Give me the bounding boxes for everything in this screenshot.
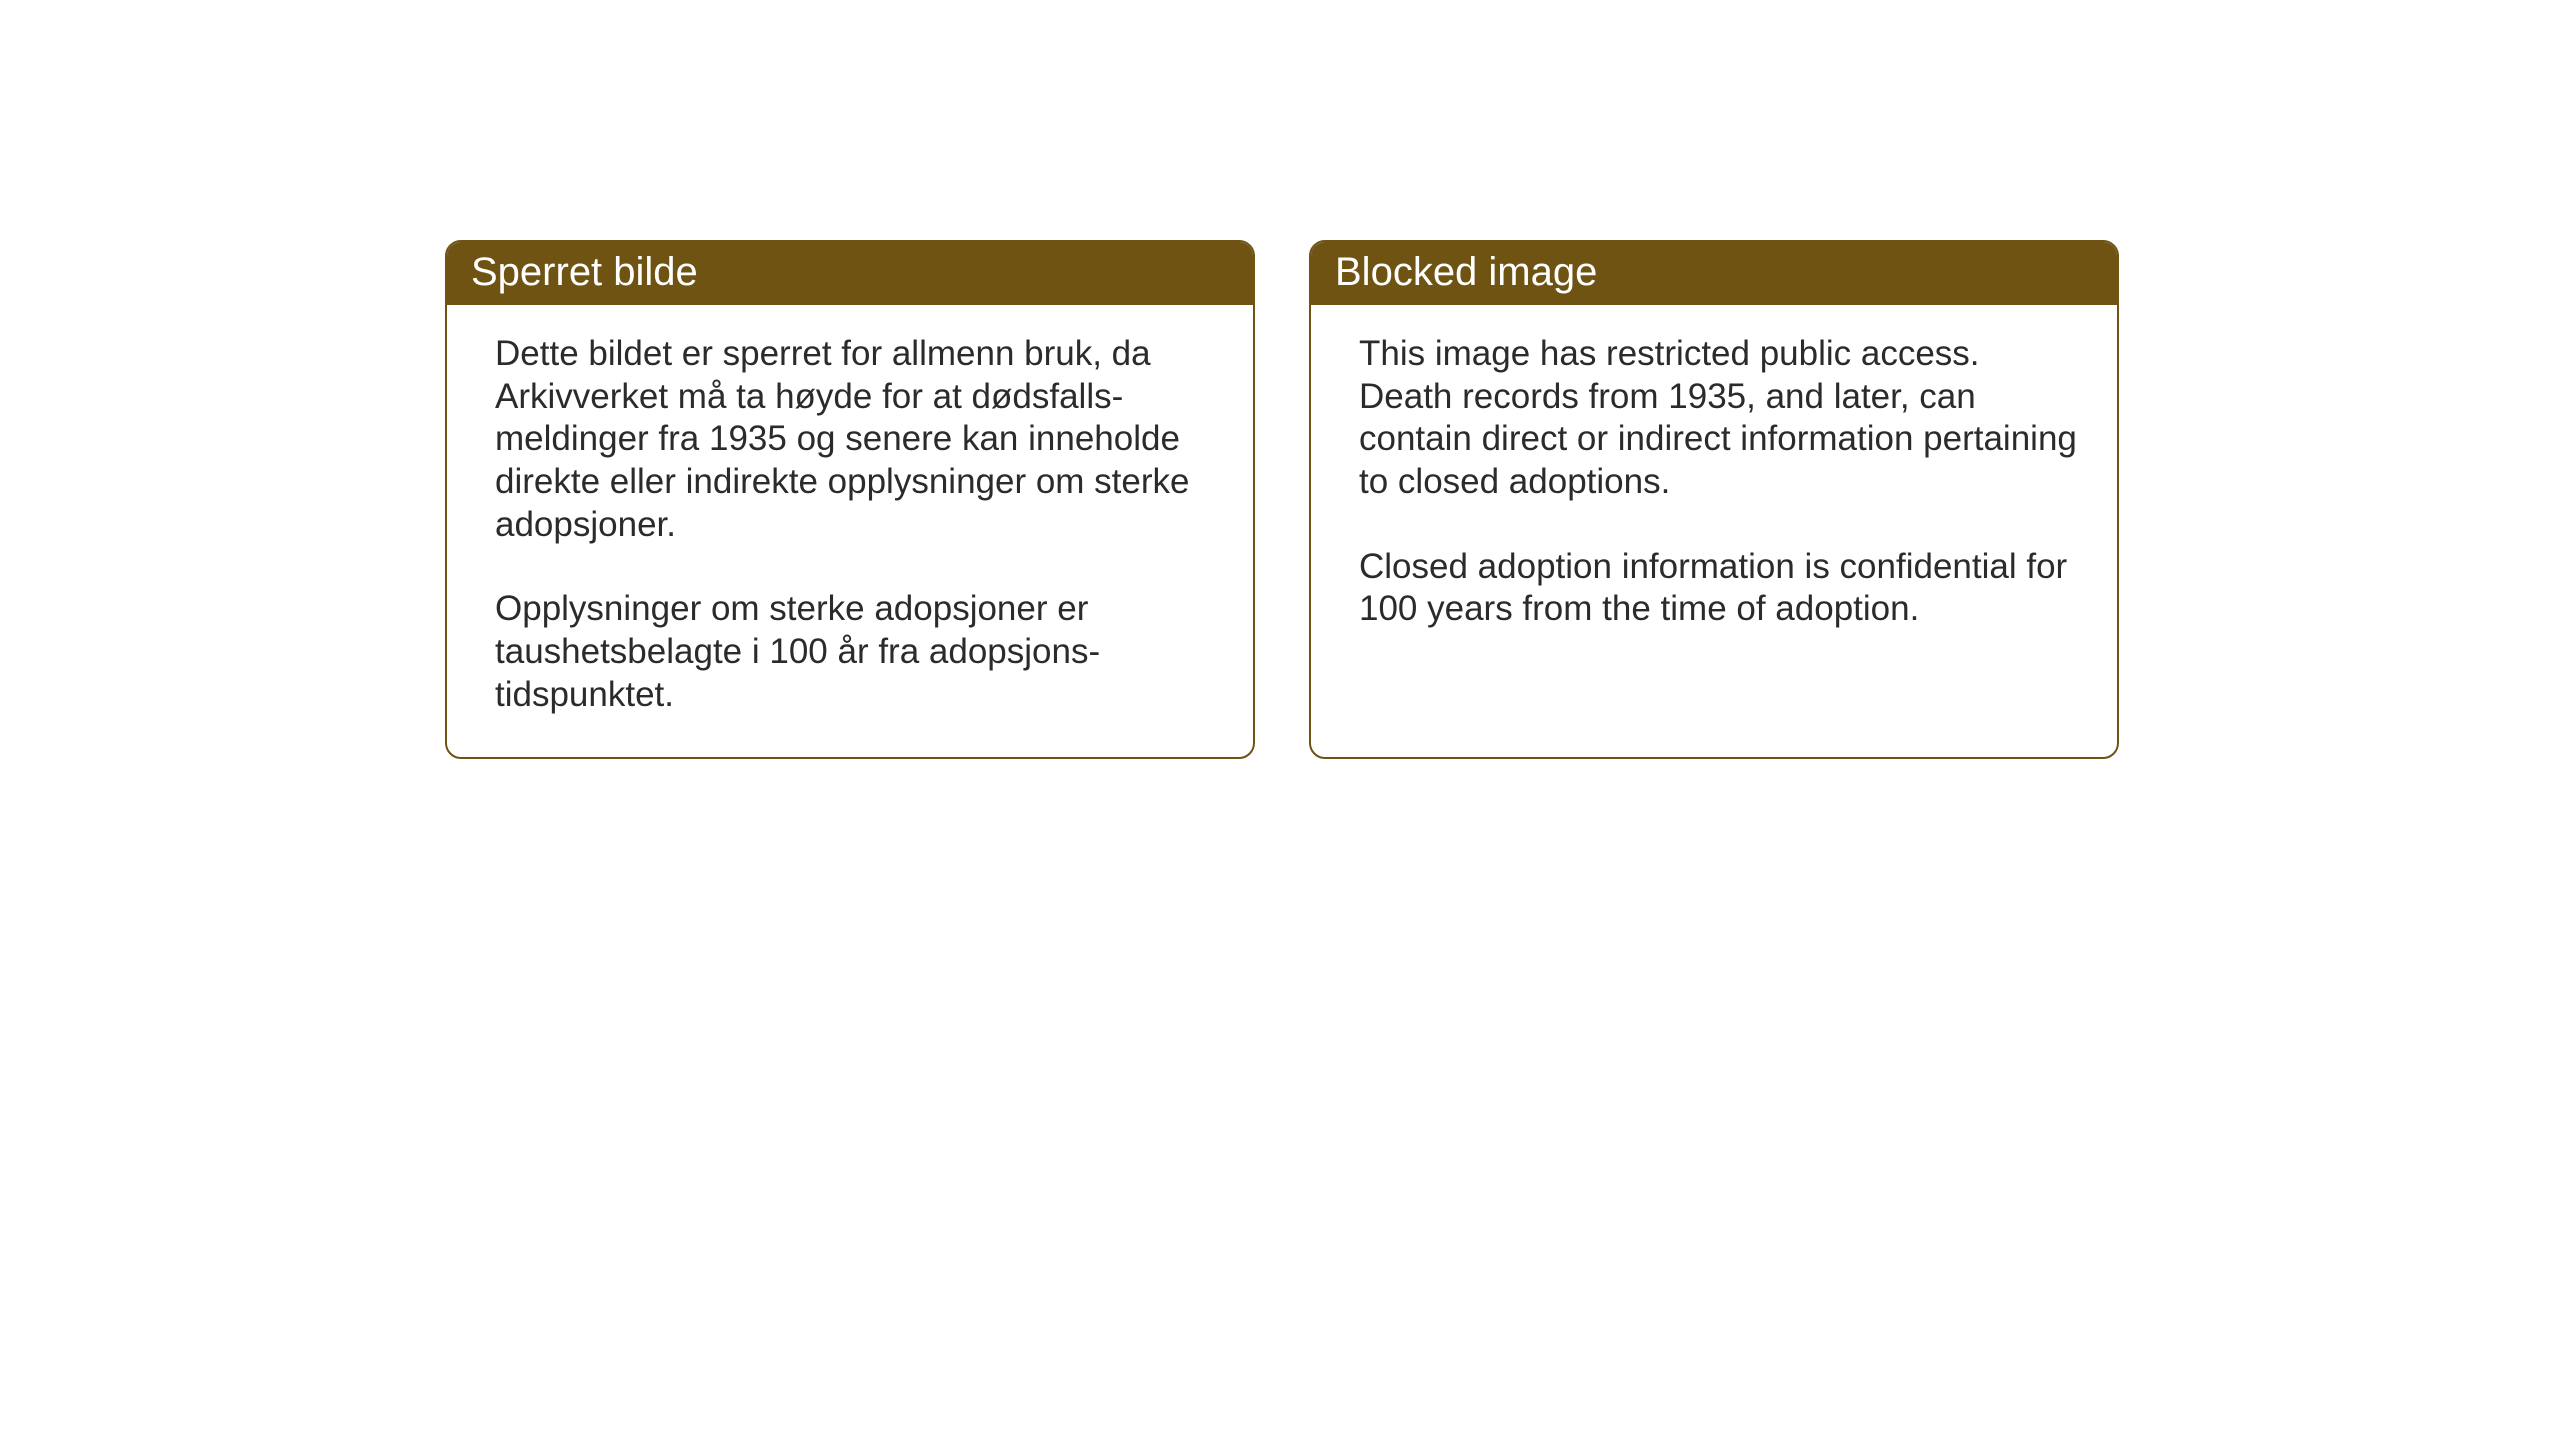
- card-english-body: This image has restricted public access.…: [1311, 305, 2117, 671]
- card-english-para2: Closed adoption information is confident…: [1359, 546, 2077, 631]
- card-norwegian-para1: Dette bildet er sperret for allmenn bruk…: [495, 333, 1213, 546]
- card-english-para1: This image has restricted public access.…: [1359, 333, 2077, 504]
- card-english-header: Blocked image: [1311, 242, 2117, 305]
- card-english: Blocked image This image has restricted …: [1309, 240, 2119, 759]
- card-norwegian-body: Dette bildet er sperret for allmenn bruk…: [447, 305, 1253, 757]
- cards-container: Sperret bilde Dette bildet er sperret fo…: [445, 240, 2119, 759]
- card-norwegian-header: Sperret bilde: [447, 242, 1253, 305]
- card-norwegian: Sperret bilde Dette bildet er sperret fo…: [445, 240, 1255, 759]
- card-norwegian-para2: Opplysninger om sterke adopsjoner er tau…: [495, 588, 1213, 716]
